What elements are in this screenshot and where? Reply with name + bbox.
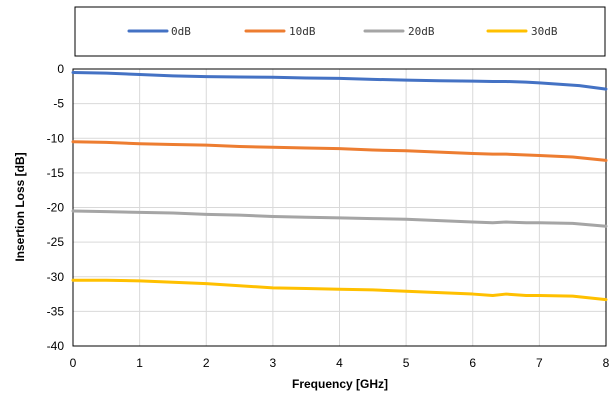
- x-tick-label: 4: [336, 356, 343, 370]
- series-line-30dB: [71, 278, 608, 302]
- legend-label-20dB: 20dB: [408, 25, 435, 38]
- y-tick-label: -5: [53, 97, 64, 111]
- series-layer: [71, 70, 608, 302]
- legend-layer: 0dB 10dB 20dB 30dB: [127, 25, 558, 38]
- y-tick-label: -25: [47, 235, 65, 249]
- plot-border: [72, 68, 607, 347]
- y-tick-label: -10: [47, 131, 65, 145]
- x-tick-label: 1: [136, 356, 143, 370]
- legend-label-30dB: 30dB: [531, 25, 558, 38]
- legend-label-0dB: 0dB: [171, 25, 191, 38]
- y-tick-label: -30: [47, 270, 65, 284]
- x-tick-label: 8: [603, 356, 610, 370]
- x-tick-label: 5: [403, 356, 410, 370]
- legend-label-10dB: 10dB: [289, 25, 316, 38]
- y-tick-label: -20: [47, 201, 65, 215]
- x-tick-label: 0: [70, 356, 77, 370]
- series-line-10dB: [71, 140, 608, 162]
- tick-layer: 0 -5 -10 -15 -20 -25 -30 -35 -40 0 1 2 3 4 5 6 7 8: [47, 62, 610, 370]
- y-tick-label: -15: [47, 166, 65, 180]
- y-tick-label: 0: [57, 62, 64, 76]
- series-line-20dB: [71, 209, 608, 228]
- x-axis-title: Frequency [GHz]: [292, 377, 388, 391]
- y-axis-title: Insertion Loss [dB]: [13, 152, 27, 261]
- series-line-0dB: [71, 70, 608, 91]
- x-tick-label: 2: [203, 356, 210, 370]
- y-tick-label: -35: [47, 304, 65, 318]
- x-tick-label: 3: [270, 356, 277, 370]
- x-tick-label: 7: [536, 356, 543, 370]
- x-tick-label: 6: [469, 356, 476, 370]
- y-tick-label: -40: [47, 339, 65, 353]
- grid-layer: [72, 68, 607, 347]
